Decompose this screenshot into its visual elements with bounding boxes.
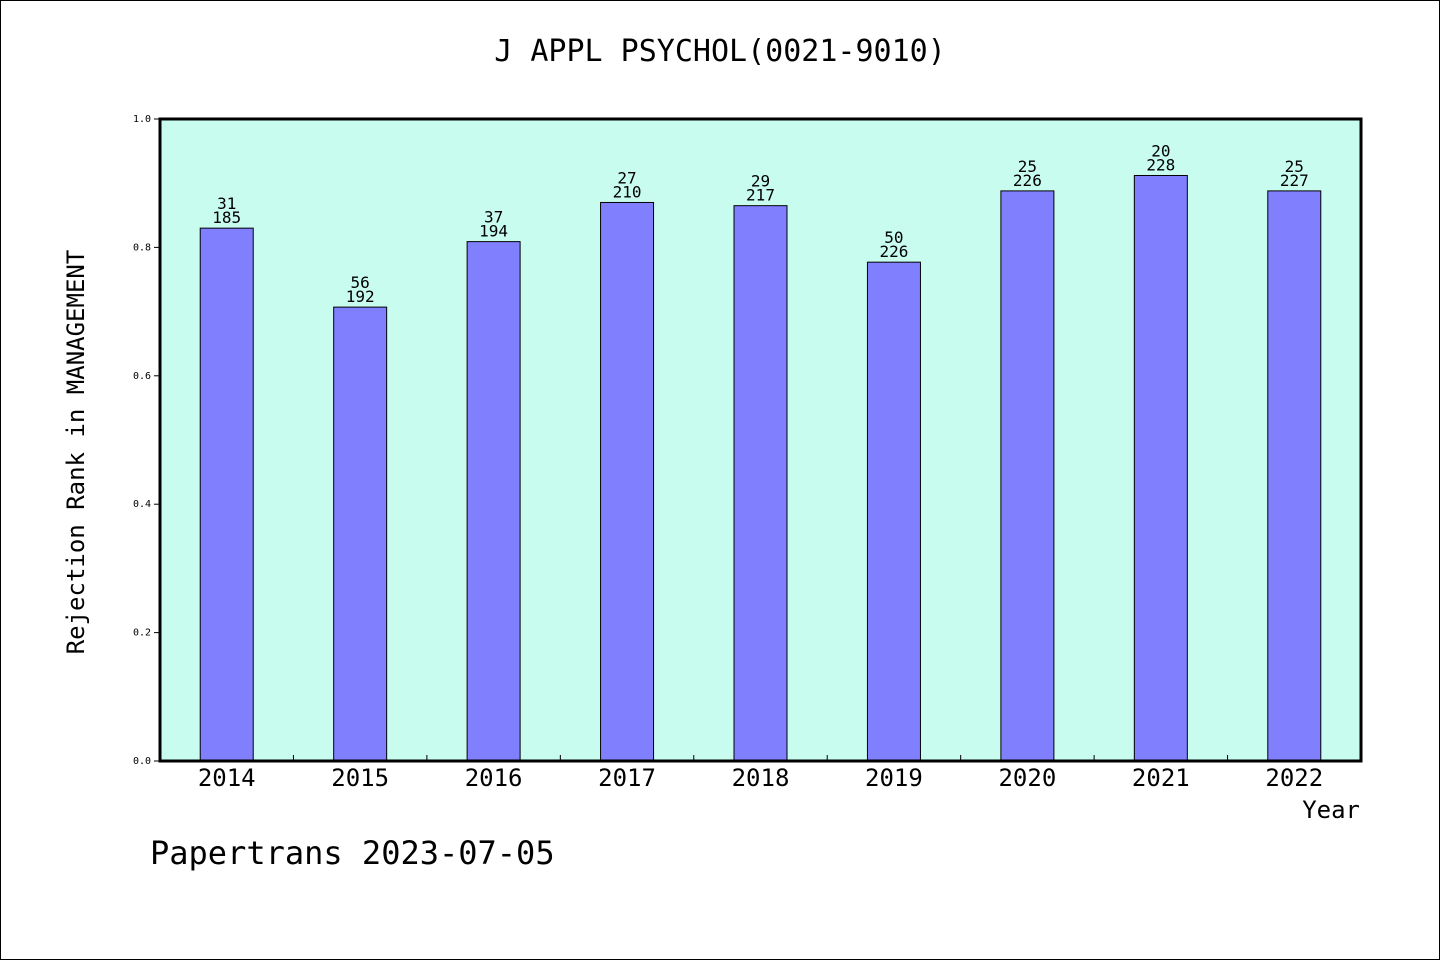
bar-2021 [1133, 174, 1188, 762]
x-tick-label-2022: 2022 [1265, 764, 1323, 792]
bar-total-label-2014: 185 [212, 208, 241, 227]
x-tick-label-2020: 2020 [998, 764, 1056, 792]
chart-title: J APPL PSYCHOL(0021-9010) [494, 34, 946, 69]
x-tick-label-2014: 2014 [198, 764, 256, 792]
bar-rank-label-2015: 56 [351, 273, 370, 292]
bars-group: 3118556192371942721029217502262522620228… [199, 141, 1322, 762]
x-tick-label-2019: 2019 [865, 764, 923, 792]
bar-total-label-2017: 210 [613, 182, 642, 201]
bar-rank-label-2014: 31 [217, 194, 236, 213]
bar-2022 [1267, 190, 1322, 762]
y-tick-label-0.2: 0.2 [133, 628, 151, 639]
x-tick-label-2017: 2017 [598, 764, 656, 792]
bar-2019 [866, 261, 921, 762]
x-tick-label-2016: 2016 [465, 764, 523, 792]
bar-rank-label-2021: 20 [1151, 141, 1170, 160]
bar-rank-label-2020: 25 [1018, 157, 1037, 176]
bar-rank-label-2018: 29 [751, 172, 770, 191]
y-tick-label-0.8: 0.8 [133, 242, 151, 253]
plot-border [158, 117, 1363, 763]
bar-rank-label-2019: 50 [884, 228, 903, 247]
bar-2015 [333, 306, 388, 762]
bar-total-label-2020: 226 [1013, 171, 1042, 190]
y-tick-label-0.4: 0.4 [133, 499, 151, 510]
x-tick-label-2018: 2018 [732, 764, 790, 792]
bar-rank-label-2016: 37 [484, 208, 503, 227]
x-axis-label: Year [1302, 796, 1360, 824]
bar-rank-label-2022: 25 [1285, 157, 1304, 176]
x-tick-label-2015: 2015 [331, 764, 389, 792]
bar-total-label-2019: 226 [879, 242, 908, 261]
bar-2016 [466, 241, 521, 762]
bar-2014 [199, 227, 254, 762]
bar-total-label-2018: 217 [746, 186, 775, 205]
y-tick-label-0.6: 0.6 [133, 371, 151, 382]
y-tick-label-1.0: 1.0 [133, 114, 151, 125]
y-tick-label-0.0: 0.0 [133, 756, 151, 767]
bar-total-label-2016: 194 [479, 222, 508, 241]
bar-total-label-2022: 227 [1280, 171, 1309, 190]
bar-2020 [1000, 190, 1055, 762]
bar-2018 [733, 205, 788, 762]
bar-total-label-2015: 192 [346, 287, 375, 306]
bar-rank-label-2017: 27 [617, 168, 636, 187]
x-tick-label-2021: 2021 [1132, 764, 1190, 792]
bar-2017 [600, 201, 655, 762]
axes-group: 2014 2015 2016 2017 2018 2019 2020 2021 2022 0.0 0… [133, 114, 1323, 792]
bar-total-label-2021: 228 [1146, 155, 1175, 174]
footer-credit: Papertrans 2023-07-05 [150, 834, 555, 872]
